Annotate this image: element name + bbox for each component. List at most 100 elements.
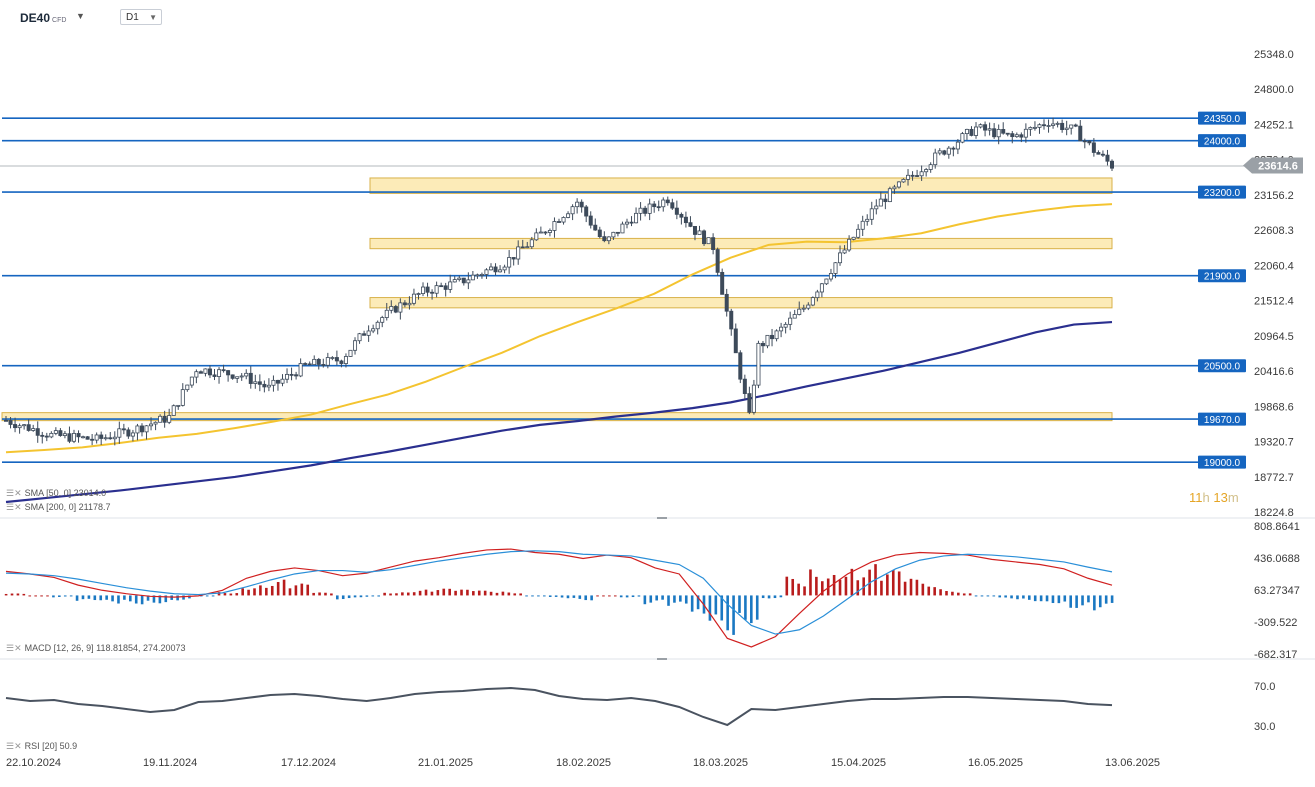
candle-body[interactable] [810, 297, 815, 306]
candle-body[interactable] [475, 274, 480, 277]
candle-body[interactable] [629, 221, 634, 224]
candle-body[interactable] [1078, 125, 1083, 142]
candle-body[interactable] [674, 207, 679, 215]
candle-body[interactable] [130, 432, 135, 437]
macd-histogram-bar[interactable] [99, 595, 103, 601]
candle-body[interactable] [271, 379, 276, 386]
candle-body[interactable] [466, 279, 471, 284]
candle-body[interactable] [951, 147, 956, 150]
candle-body[interactable] [325, 357, 330, 366]
symbol-dropdown-caret-icon[interactable]: ▼ [76, 11, 85, 21]
macd-histogram-bar[interactable] [945, 590, 948, 596]
candle-body[interactable] [860, 220, 865, 230]
candle-body[interactable] [833, 262, 838, 274]
macd-histogram-bar[interactable] [199, 595, 203, 597]
candle-body[interactable] [44, 435, 49, 438]
candle-body[interactable] [493, 266, 498, 273]
candle-body[interactable] [1087, 140, 1092, 144]
macd-histogram-bar[interactable] [596, 595, 599, 597]
candle-body[interactable] [430, 291, 435, 294]
macd-histogram-bar[interactable] [430, 591, 434, 596]
candle-body[interactable] [1105, 154, 1110, 162]
candle-body[interactable] [756, 342, 761, 386]
candle-body[interactable] [144, 425, 149, 433]
candle-body[interactable] [964, 128, 969, 135]
candle-body[interactable] [1064, 127, 1069, 130]
candle-body[interactable] [547, 230, 552, 233]
macd-histogram-bar[interactable] [637, 595, 641, 597]
macd-histogram-bar[interactable] [856, 580, 860, 596]
macd-histogram-bar[interactable] [667, 595, 670, 606]
candle-body[interactable] [303, 363, 308, 365]
candle-body[interactable] [670, 202, 675, 209]
candle-body[interactable] [688, 222, 693, 227]
candle-body[interactable] [167, 415, 172, 423]
macd-histogram-bar[interactable] [288, 588, 292, 596]
macd-histogram-bar[interactable] [152, 595, 156, 603]
macd-histogram-bar[interactable] [454, 590, 457, 596]
macd-histogram-bar[interactable] [69, 595, 73, 597]
candle-body[interactable] [511, 257, 516, 260]
candle-body[interactable] [774, 330, 779, 340]
macd-histogram-bar[interactable] [395, 593, 398, 596]
macd-histogram-bar[interactable] [270, 585, 274, 596]
candle-body[interactable] [398, 302, 403, 313]
level-price-tag[interactable] [1198, 412, 1246, 426]
macd-histogram-bar[interactable] [330, 593, 333, 596]
candle-body[interactable] [1069, 124, 1074, 129]
macd-histogram-bar[interactable] [4, 593, 8, 596]
macd-histogram-bar[interactable] [537, 595, 540, 597]
candle-body[interactable] [679, 213, 684, 218]
candle-body[interactable] [942, 150, 947, 155]
macd-histogram-bar[interactable] [93, 595, 97, 601]
macd-histogram-bar[interactable] [336, 595, 339, 600]
candle-body[interactable] [321, 364, 326, 366]
candle-body[interactable] [729, 310, 734, 330]
macd-histogram-bar[interactable] [359, 595, 363, 598]
candle-body[interactable] [217, 369, 222, 377]
macd-histogram-bar[interactable] [673, 595, 676, 603]
macd-histogram-bar[interactable] [28, 595, 32, 597]
candle-body[interactable] [248, 372, 253, 384]
macd-histogram-bar[interactable] [649, 595, 653, 603]
macd-histogram-bar[interactable] [217, 592, 221, 596]
candle-body[interactable] [330, 357, 335, 359]
candle-body[interactable] [153, 421, 158, 425]
macd-histogram-bar[interactable] [442, 588, 446, 596]
candle-body[interactable] [194, 371, 199, 378]
macd-histogram-bar[interactable] [720, 595, 724, 621]
macd-histogram-bar[interactable] [1063, 595, 1067, 602]
macd-histogram-bar[interactable] [957, 592, 960, 596]
candle-body[interactable] [869, 208, 874, 220]
macd-histogram-bar[interactable] [306, 584, 310, 596]
macd-signal-line[interactable] [5, 550, 1113, 635]
candle-body[interactable] [892, 186, 897, 190]
macd-histogram-bar[interactable] [205, 595, 209, 597]
macd-legend[interactable]: ☰✕ MACD [12, 26, 9] 118.81854, 274.20073 [6, 643, 186, 654]
candle-body[interactable] [924, 169, 929, 173]
macd-histogram-bar[interactable] [974, 595, 978, 597]
macd-histogram-bar[interactable] [1033, 595, 1037, 602]
candle-body[interactable] [955, 141, 960, 150]
candle-body[interactable] [411, 293, 416, 304]
legend-menu-icon[interactable]: ☰✕ [6, 643, 22, 653]
macd-histogram-bar[interactable] [566, 595, 570, 599]
macd-histogram-bar[interactable] [767, 595, 771, 599]
candle-body[interactable] [280, 378, 285, 384]
candle-body[interactable] [371, 328, 376, 332]
macd-histogram-bar[interactable] [324, 592, 327, 596]
candle-body[interactable] [838, 252, 843, 264]
macd-histogram-bar[interactable] [16, 593, 20, 596]
candle-body[interactable] [312, 358, 317, 366]
macd-histogram-bar[interactable] [282, 579, 286, 596]
macd-histogram-bar[interactable] [714, 595, 718, 615]
candle-body[interactable] [1091, 142, 1096, 153]
candle-body[interactable] [557, 221, 562, 223]
macd-histogram-bar[interactable] [554, 595, 558, 597]
macd-histogram-bar[interactable] [903, 581, 907, 596]
candle-body[interactable] [407, 302, 412, 306]
candle-body[interactable] [906, 174, 911, 180]
macd-histogram-bar[interactable] [253, 588, 256, 596]
candle-body[interactable] [203, 368, 208, 374]
macd-histogram-bar[interactable] [602, 595, 605, 597]
